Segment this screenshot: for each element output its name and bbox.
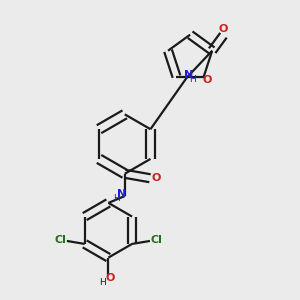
Text: H: H bbox=[190, 75, 196, 84]
Text: O: O bbox=[202, 75, 212, 85]
Text: N: N bbox=[184, 70, 193, 80]
Text: O: O bbox=[219, 24, 228, 34]
Text: N: N bbox=[116, 189, 126, 199]
Text: O: O bbox=[105, 273, 115, 284]
Text: H: H bbox=[113, 194, 120, 203]
Text: Cl: Cl bbox=[54, 236, 66, 245]
Text: O: O bbox=[152, 173, 161, 183]
Text: Cl: Cl bbox=[151, 236, 162, 245]
Text: H: H bbox=[99, 278, 106, 287]
